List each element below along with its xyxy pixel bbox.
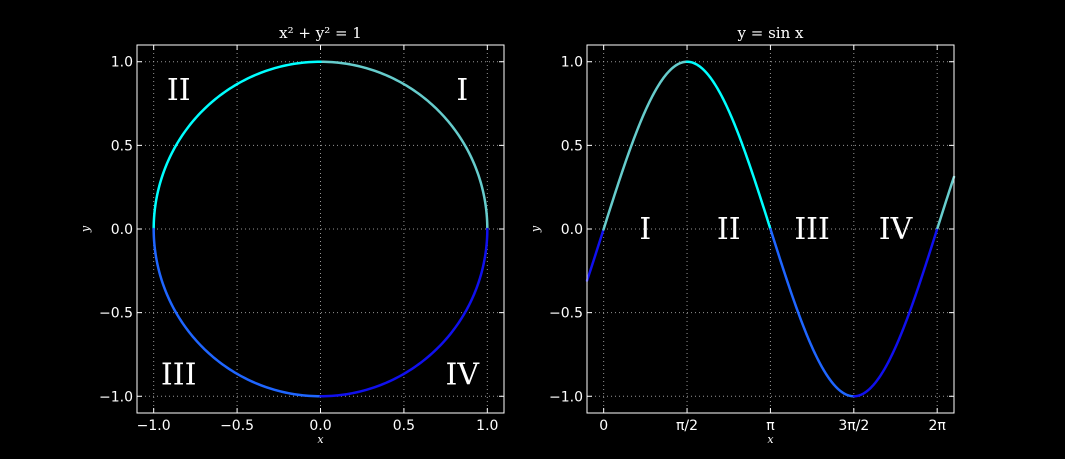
sine-plot-xlabel: x [767,433,774,446]
sine-plot-xtick-label: π/2 [676,418,698,434]
sine-plot-curve-segment [769,227,856,398]
sine-plot-xtick-label: 3π/2 [838,418,869,434]
sine-plot-quadrant-label: IV [879,212,914,247]
sine-plot-ylabel: y [529,225,542,233]
sine-plot-ytick-label: 0.5 [561,138,583,154]
circle-plot-ytick-label: 0.0 [111,222,133,238]
circle-plot-xtick-label: 0.0 [309,418,331,434]
circle-plot-xlabel: x [317,433,324,446]
circle-plot-curve-segment [152,60,322,231]
sine-plot-xtick-label: 2π [929,418,947,434]
sine-plot-curve-segment [852,226,939,398]
sine-plot-quadrant-label: II [717,212,741,247]
circle-plot-title: x² + y² = 1 [279,24,362,42]
sine-plot-ytick-label: 1.0 [561,55,583,71]
circle-plot-quadrant-label: I [456,73,468,108]
sine-plot-ytick-label: −1.0 [549,389,583,405]
sine-plot-title: y = sin x [737,24,805,42]
circle-plot: −1.0 −0.5 0.0 0.5 1.0−1.0−0.50.00.51.0IIIIII… [79,24,505,446]
sine-plot-xtick-label: 0 [599,418,608,434]
circle-plot-ylabel: y [79,225,92,233]
sine-plot-quadrant-label: III [794,212,830,247]
sine-plot-curve-segment [585,228,605,282]
circle-plot-ytick-label: 1.0 [111,55,133,71]
circle-plot-ytick-label: −0.5 [99,306,133,322]
circle-plot-curve-segment [319,60,489,231]
circle-plot-xtick-label: 1.0 [476,418,498,434]
sine-plot-quadrant-label: I [639,212,651,247]
sine-plot-ytick-label: −0.5 [549,306,583,322]
sine-plot-curve-segment [685,60,772,231]
circle-plot-quadrant-label: IV [446,358,481,393]
sine-plot: 0 π/2 π 3π/2 2π−1.0−0.50.00.51.0I II III IVy = … [529,24,956,446]
circle-plot-xtick-label: −1.0 [137,418,171,434]
sine-plot-curve-segment [602,60,689,231]
circle-plot-xtick-label: 0.5 [393,418,415,434]
circle-plot-xtick-label: −0.5 [220,418,254,434]
circle-plot-quadrant-label: II [167,73,191,108]
circle-plot-ytick-label: −1.0 [99,389,133,405]
sine-plot-ytick-label: 0.0 [561,222,583,238]
circle-plot-quadrant-label: III [161,358,197,393]
circle-plot-curve-segment [319,227,489,398]
sine-plot-curve-segment [936,175,956,230]
circle-plot-ytick-label: 0.5 [111,138,133,154]
sine-plot-xtick-label: π [766,418,775,434]
circle-plot-curve-segment [152,227,322,398]
